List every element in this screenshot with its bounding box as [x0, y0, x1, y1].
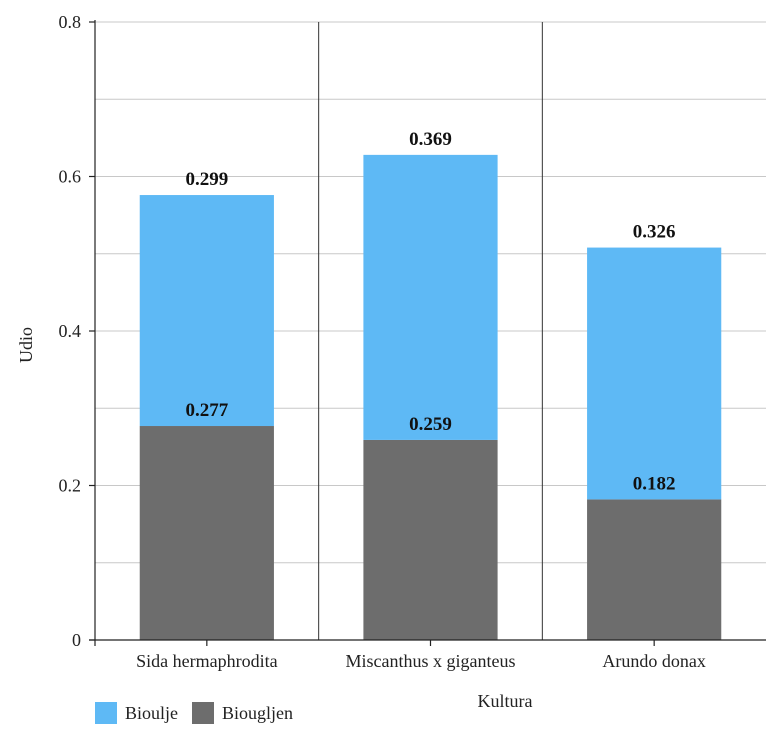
- y-tick-labels: 0 0.2 0.4 0.6 0.8: [59, 12, 82, 650]
- y-tick-label: 0: [72, 630, 81, 650]
- x-tick-labels: Sida hermaphrodita Miscanthus x giganteus…: [136, 651, 706, 671]
- legend-swatch: [192, 702, 214, 724]
- x-tick-label: Miscanthus x giganteus: [346, 651, 516, 671]
- x-axis-title: Kultura: [478, 691, 533, 711]
- data-label: 0.299: [185, 169, 228, 190]
- bar-biougljen: [363, 439, 498, 640]
- data-labels: 0.277 0.299 0.259 0.369 0.182 0.326: [185, 129, 675, 495]
- y-tick-label: 0.6: [59, 167, 82, 187]
- legend-swatch: [95, 702, 117, 724]
- data-label: 0.369: [409, 129, 452, 150]
- legend-label: Bioulje: [125, 703, 178, 723]
- axes: [89, 20, 766, 646]
- legend: Bioulje Biougljen: [95, 702, 293, 724]
- data-label: 0.277: [185, 400, 228, 421]
- bar-bioulje: [587, 247, 722, 500]
- data-label: 0.326: [633, 222, 676, 243]
- category-dividers: [318, 22, 543, 640]
- bar-bioulje: [363, 154, 498, 440]
- legend-label: Biougljen: [222, 703, 293, 723]
- bar-bioulje: [139, 195, 274, 427]
- y-tick-label: 0.4: [59, 321, 82, 341]
- data-label: 0.259: [409, 414, 452, 435]
- bars: [139, 154, 722, 640]
- bar-biougljen: [139, 426, 274, 640]
- data-label: 0.182: [633, 473, 676, 494]
- y-tick-label: 0.2: [59, 476, 82, 496]
- y-tick-label: 0.8: [59, 12, 82, 32]
- x-tick-label: Arundo donax: [602, 651, 705, 671]
- y-axis-title: Udio: [16, 327, 36, 363]
- x-tick-label: Sida hermaphrodita: [136, 651, 277, 671]
- bar-biougljen: [587, 499, 722, 640]
